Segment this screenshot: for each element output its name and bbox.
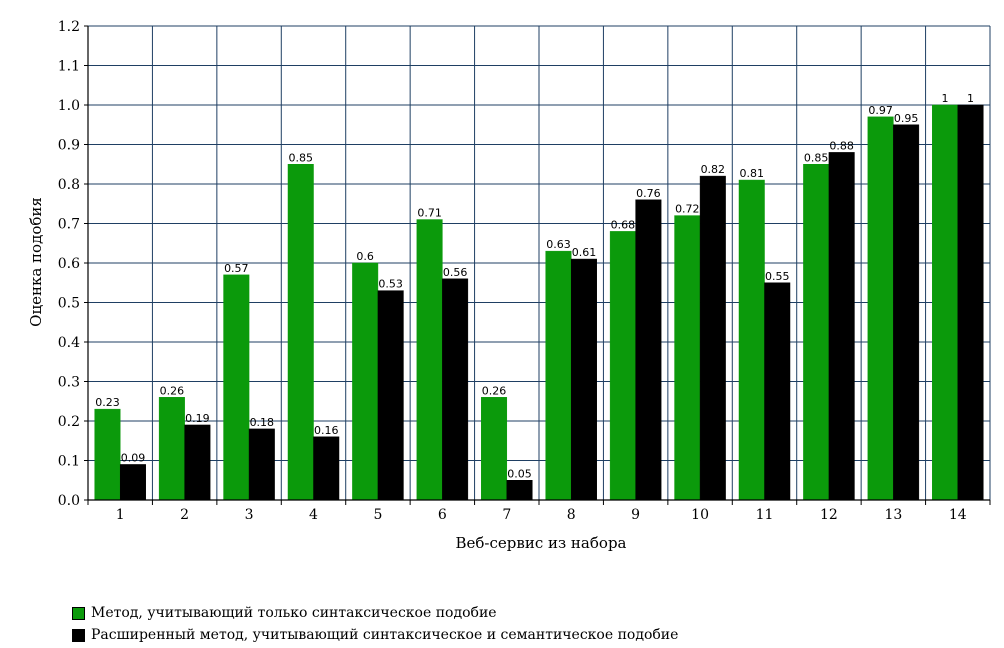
bar-syntactic: [867, 116, 894, 501]
data-label-extended: 0.76: [636, 187, 661, 200]
bar-syntactic: [738, 179, 765, 501]
legend: Метод, учитывающий только синтаксическое…: [72, 602, 678, 646]
data-label-extended: 0.88: [829, 139, 854, 152]
legend-item-syntactic: Метод, учитывающий только синтаксическое…: [72, 602, 678, 624]
data-label-extended: 0.09: [121, 451, 146, 464]
x-tick-label: 9: [631, 507, 640, 523]
x-tick-label: 14: [949, 507, 967, 523]
bar-extended: [957, 104, 984, 501]
x-tick-label: 1: [116, 507, 125, 523]
x-tick-label: 5: [373, 507, 382, 523]
legend-label-syntactic: Метод, учитывающий только синтаксическое…: [91, 605, 497, 621]
legend-label-extended: Расширенный метод, учитывающий синтаксич…: [91, 627, 679, 643]
y-tick-label: 1.1: [58, 59, 80, 75]
bar-syntactic: [609, 231, 636, 501]
bar-syntactic: [223, 274, 250, 501]
x-tick-label: 3: [245, 507, 254, 523]
bar-extended: [442, 278, 469, 501]
bar-extended: [506, 480, 533, 501]
y-tick-label: 1.2: [58, 19, 80, 35]
data-label-syntactic: 1: [942, 92, 949, 105]
data-label-syntactic: 0.26: [160, 384, 185, 397]
x-tick-label: 8: [567, 507, 576, 523]
data-label-extended: 0.19: [185, 412, 210, 425]
x-tick-label: 4: [309, 507, 318, 523]
data-label-extended: 0.82: [701, 163, 726, 176]
bar-syntactic: [545, 250, 572, 501]
data-label-syntactic: 0.68: [611, 218, 636, 231]
y-tick-label: 0.2: [58, 414, 80, 430]
x-tick-label: 7: [502, 507, 511, 523]
axes: 0.0 0.1 0.2 0.3 0.4 0.5 0.6 0.7 0.8 0.9 1.0 1.1 1.2 1…: [58, 19, 991, 523]
x-axis-label: Веб-сервис из набора: [456, 534, 627, 552]
y-axis-label: Оценка подобия: [27, 197, 45, 327]
bar-syntactic: [803, 164, 830, 501]
data-label-extended: 0.55: [765, 270, 790, 283]
x-tick-label: 13: [884, 507, 902, 523]
data-labels: 0.23 0.09 0.26 0.19 0.57 0.18 0.85 0.16 0.6 0.53 0…: [95, 92, 974, 480]
bar-syntactic: [94, 408, 121, 501]
y-tick-label: 1.0: [58, 98, 80, 114]
bar-syntactic: [932, 104, 959, 501]
data-label-extended: 1: [967, 92, 974, 105]
y-tick-label: 0.3: [58, 375, 80, 391]
x-tick-label: 12: [820, 507, 838, 523]
data-label-syntactic: 0.63: [546, 238, 571, 251]
bar-extended: [570, 258, 597, 501]
data-label-syntactic: 0.81: [740, 167, 765, 180]
x-tick-label: 11: [756, 507, 774, 523]
x-tick-label: 10: [691, 507, 709, 523]
data-label-syntactic: 0.6: [356, 250, 374, 263]
data-label-extended: 0.16: [314, 424, 339, 437]
legend-swatch-black: [72, 628, 85, 642]
bar-extended: [699, 175, 726, 501]
bar-extended: [248, 428, 275, 501]
y-tick-label: 0.4: [58, 335, 80, 351]
data-label-syntactic: 0.85: [289, 151, 314, 164]
data-label-syntactic: 0.97: [868, 104, 893, 117]
y-tick-label: 0.1: [58, 454, 80, 470]
data-label-syntactic: 0.71: [417, 207, 442, 220]
x-tick-label: 2: [180, 507, 189, 523]
data-label-syntactic: 0.85: [804, 151, 829, 164]
x-tick-label: 6: [438, 507, 447, 523]
data-label-extended: 0.05: [507, 467, 532, 480]
data-label-syntactic: 0.72: [675, 203, 700, 216]
bar-extended: [119, 464, 146, 501]
bars: [94, 104, 984, 501]
bar-extended: [828, 152, 855, 501]
bar-extended: [764, 282, 791, 501]
bar-syntactic: [674, 215, 701, 501]
bar-extended: [635, 199, 662, 501]
bar-syntactic: [287, 164, 314, 501]
bar-extended: [893, 124, 920, 501]
bar-syntactic: [158, 397, 185, 501]
y-tick-label: 0.8: [58, 177, 80, 193]
bar-syntactic: [352, 262, 379, 501]
legend-item-extended: Расширенный метод, учитывающий синтаксич…: [72, 624, 678, 646]
y-tick-label: 0.9: [58, 138, 80, 154]
data-label-syntactic: 0.23: [95, 396, 120, 409]
bar-extended: [377, 290, 404, 501]
data-label-extended: 0.18: [250, 416, 275, 429]
y-tick-label: 0.7: [58, 217, 80, 233]
bar-chart: 0.230.090.260.190.570.180.850.160.60.530…: [27, 19, 991, 552]
bar-syntactic: [416, 219, 443, 501]
bar-syntactic: [481, 397, 508, 501]
data-label-extended: 0.95: [894, 112, 919, 125]
y-tick-label: 0.5: [58, 296, 80, 312]
data-label-extended: 0.56: [443, 266, 468, 279]
data-label-extended: 0.53: [378, 278, 403, 291]
data-label-extended: 0.61: [572, 246, 597, 259]
y-tick-label: 0.6: [58, 256, 80, 272]
data-label-syntactic: 0.26: [482, 384, 507, 397]
y-tick-label: 0.0: [58, 493, 80, 509]
bar-extended: [184, 424, 211, 501]
bar-extended: [313, 436, 340, 501]
data-label-syntactic: 0.57: [224, 262, 249, 275]
legend-swatch-green: [72, 606, 85, 620]
